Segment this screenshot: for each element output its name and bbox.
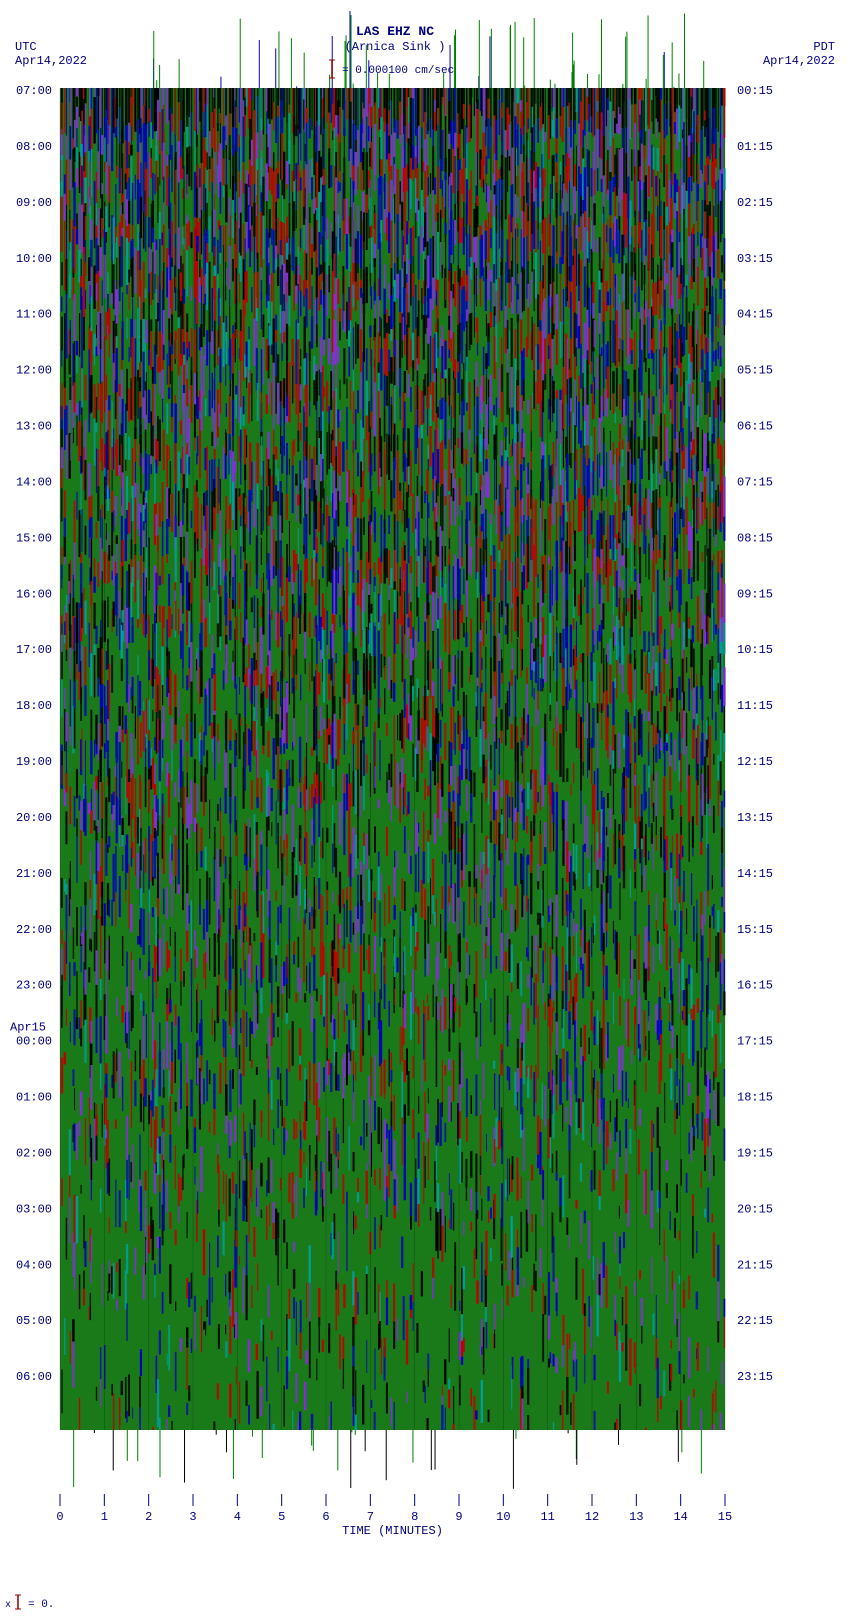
x-tick-label: 12 xyxy=(585,1510,599,1524)
footer-scale-x: x xyxy=(5,1600,11,1611)
left-time-label: 13:00 xyxy=(16,420,52,434)
left-time-label: 10:00 xyxy=(16,252,52,266)
right-tz: PDT xyxy=(813,40,835,54)
right-time-label: 13:15 xyxy=(737,811,773,825)
left-time-label: 19:00 xyxy=(16,755,52,769)
left-time-label: 03:00 xyxy=(16,1202,52,1216)
left-time-label: 17:00 xyxy=(16,643,52,657)
x-tick-label: 7 xyxy=(367,1510,374,1524)
seismogram-svg: LAS EHZ NC(Arnica Sink ) = 0.000100 cm/se… xyxy=(0,0,850,1613)
x-tick-label: 9 xyxy=(455,1510,462,1524)
scale-label: = 0.000100 cm/sec xyxy=(342,65,454,77)
right-time-label: 03:15 xyxy=(737,252,773,266)
left-time-label: 06:00 xyxy=(16,1370,52,1384)
left-time-label: 21:00 xyxy=(16,867,52,881)
right-time-label: 18:15 xyxy=(737,1091,773,1105)
right-time-label: 09:15 xyxy=(737,587,773,601)
left-time-label: 02:00 xyxy=(16,1146,52,1160)
right-time-label: 07:15 xyxy=(737,475,773,489)
x-tick-label: 15 xyxy=(718,1510,732,1524)
right-time-label: 02:15 xyxy=(737,196,773,210)
right-time-label: 10:15 xyxy=(737,643,773,657)
left-time-label: 20:00 xyxy=(16,811,52,825)
left-date: Apr14,2022 xyxy=(15,54,87,68)
location-label: (Arnica Sink ) xyxy=(345,40,446,54)
right-time-label: 06:15 xyxy=(737,420,773,434)
x-axis-label: TIME (MINUTES) xyxy=(342,1524,443,1538)
left-time-label: 12:00 xyxy=(16,364,52,378)
x-tick-label: 5 xyxy=(278,1510,285,1524)
right-time-label: 15:15 xyxy=(737,923,773,937)
right-time-label: 12:15 xyxy=(737,755,773,769)
left-time-label: 01:00 xyxy=(16,1091,52,1105)
left-time-label: 11:00 xyxy=(16,308,52,322)
right-time-label: 05:15 xyxy=(737,364,773,378)
right-time-label: 00:15 xyxy=(737,84,773,98)
right-time-label: 21:15 xyxy=(737,1258,773,1272)
right-time-label: 04:15 xyxy=(737,308,773,322)
left-time-label: 00:00 xyxy=(16,1035,52,1049)
x-tick-label: 11 xyxy=(540,1510,554,1524)
footer-scale-label: = 0. xyxy=(28,1599,54,1611)
left-time-label: 16:00 xyxy=(16,587,52,601)
right-time-label: 11:15 xyxy=(737,699,773,713)
x-tick-label: 8 xyxy=(411,1510,418,1524)
x-tick-label: 14 xyxy=(673,1510,687,1524)
right-time-label: 01:15 xyxy=(737,140,773,154)
left-time-label: 22:00 xyxy=(16,923,52,937)
left-time-label: 23:00 xyxy=(16,979,52,993)
right-time-label: 20:15 xyxy=(737,1202,773,1216)
x-tick-label: 13 xyxy=(629,1510,643,1524)
left-time-label: 14:00 xyxy=(16,475,52,489)
x-tick-label: 0 xyxy=(56,1510,63,1524)
left-daybreak: Apr15 xyxy=(10,1021,46,1035)
x-tick-label: 3 xyxy=(189,1510,196,1524)
right-date: Apr14,2022 xyxy=(763,54,835,68)
left-time-label: 07:00 xyxy=(16,84,52,98)
right-time-label: 22:15 xyxy=(737,1314,773,1328)
left-tz: UTC xyxy=(15,40,37,54)
right-time-label: 23:15 xyxy=(737,1370,773,1384)
left-time-label: 08:00 xyxy=(16,140,52,154)
x-tick-label: 4 xyxy=(234,1510,241,1524)
right-time-label: 08:15 xyxy=(737,531,773,545)
x-tick-label: 6 xyxy=(322,1510,329,1524)
left-time-label: 05:00 xyxy=(16,1314,52,1328)
seismogram-container: LAS EHZ NC(Arnica Sink ) = 0.000100 cm/se… xyxy=(0,0,850,1613)
x-tick-label: 10 xyxy=(496,1510,510,1524)
x-tick-label: 2 xyxy=(145,1510,152,1524)
right-time-label: 16:15 xyxy=(737,979,773,993)
left-time-label: 09:00 xyxy=(16,196,52,210)
right-time-label: 14:15 xyxy=(737,867,773,881)
x-tick-label: 1 xyxy=(101,1510,108,1524)
left-time-label: 04:00 xyxy=(16,1258,52,1272)
left-time-label: 18:00 xyxy=(16,699,52,713)
right-time-label: 17:15 xyxy=(737,1035,773,1049)
station-label: LAS EHZ NC xyxy=(356,24,434,39)
left-time-label: 15:00 xyxy=(16,531,52,545)
right-time-label: 19:15 xyxy=(737,1146,773,1160)
